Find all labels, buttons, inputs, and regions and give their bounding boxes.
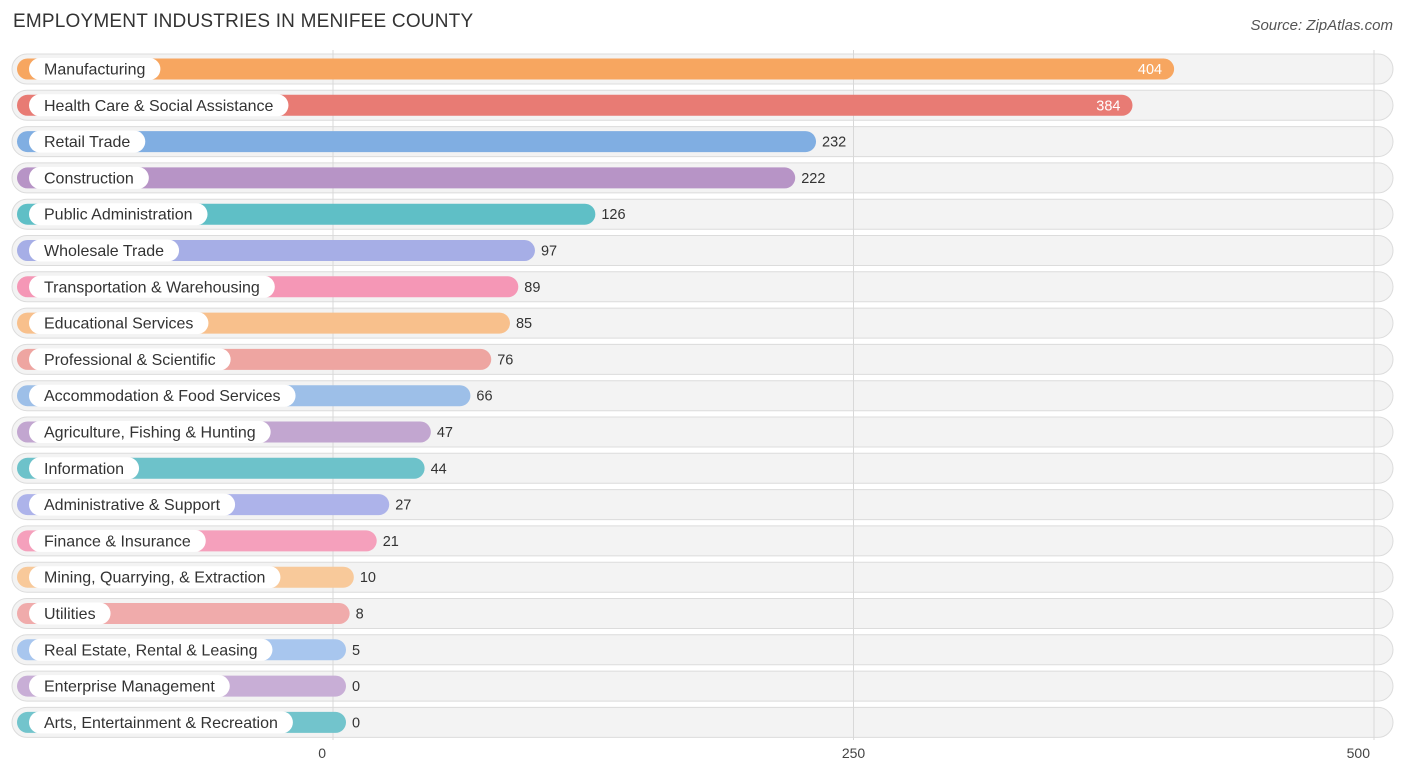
value-label: 21 <box>383 534 399 550</box>
category-label: Public Administration <box>44 207 193 224</box>
source-credit: Source: ZipAtlas.com <box>1250 17 1393 34</box>
value-label: 5 <box>352 643 360 659</box>
category-label: Manufacturing <box>44 62 145 79</box>
value-label: 27 <box>395 498 411 514</box>
row-background <box>11 598 1394 629</box>
value-label: 66 <box>476 389 492 405</box>
category-label: Utilities <box>44 606 96 623</box>
label-pill <box>29 421 271 443</box>
label-pill <box>29 675 230 698</box>
value-label: 44 <box>431 461 447 477</box>
bar <box>17 167 796 189</box>
value-label: 232 <box>822 135 846 151</box>
value-label: 47 <box>437 425 453 441</box>
label-pill <box>29 348 231 371</box>
label-pill <box>29 638 273 661</box>
category-label: Retail Trade <box>44 134 130 151</box>
category-label: Mining, Quarrying, & Extraction <box>44 570 265 587</box>
category-label: Arts, Entertainment & Recreation <box>44 715 278 732</box>
value-label: 404 <box>1138 62 1162 78</box>
label-pill <box>29 493 236 516</box>
category-label: Educational Services <box>44 316 193 333</box>
label-pill <box>29 457 140 480</box>
row-background <box>11 561 1394 593</box>
x-tick-label: 0 <box>318 745 326 761</box>
bar <box>17 58 1175 80</box>
bar <box>17 131 817 153</box>
bar <box>17 94 1133 116</box>
value-label: 384 <box>1096 98 1120 114</box>
value-label: 126 <box>601 207 625 223</box>
value-label: 8 <box>356 607 364 623</box>
category-label: Construction <box>44 170 134 187</box>
row-background <box>11 706 1394 738</box>
category-label: Information <box>44 461 124 478</box>
label-pill <box>29 94 289 117</box>
category-label: Enterprise Management <box>44 679 215 696</box>
value-label: 0 <box>352 679 360 695</box>
label-pill <box>29 58 161 80</box>
category-label: Agriculture, Fishing & Hunting <box>44 425 256 442</box>
value-label: 10 <box>360 570 376 586</box>
label-pill <box>29 239 180 262</box>
row-background <box>11 670 1394 702</box>
label-pill <box>29 602 111 625</box>
category-label: Finance & Insurance <box>44 533 191 550</box>
value-label: 222 <box>801 171 825 187</box>
label-pill <box>29 566 281 589</box>
label-pill <box>29 166 149 189</box>
label-pill <box>29 312 209 335</box>
category-label: Transportation & Warehousing <box>44 279 260 296</box>
category-label: Administrative & Support <box>44 497 221 514</box>
x-tick-label: 250 <box>842 745 866 761</box>
label-pill <box>29 384 296 407</box>
label-pill <box>29 203 208 226</box>
x-tick-label: 500 <box>1347 745 1371 761</box>
value-label: 76 <box>497 352 513 368</box>
label-pill <box>29 275 275 298</box>
value-label: 0 <box>352 715 360 731</box>
label-pill <box>29 130 146 153</box>
label-pill <box>29 529 206 552</box>
value-label: 89 <box>524 280 540 296</box>
value-label: 97 <box>541 244 557 260</box>
category-label: Real Estate, Rental & Leasing <box>44 642 257 659</box>
chart-title: EMPLOYMENT INDUSTRIES IN MENIFEE COUNTY <box>13 11 474 32</box>
value-label: 85 <box>516 316 532 332</box>
category-label: Professional & Scientific <box>44 352 216 369</box>
row-background <box>11 634 1394 666</box>
category-label: Accommodation & Food Services <box>44 388 281 405</box>
category-label: Health Care & Social Assistance <box>44 98 274 115</box>
category-label: Wholesale Trade <box>44 243 164 260</box>
label-pill <box>29 711 293 734</box>
